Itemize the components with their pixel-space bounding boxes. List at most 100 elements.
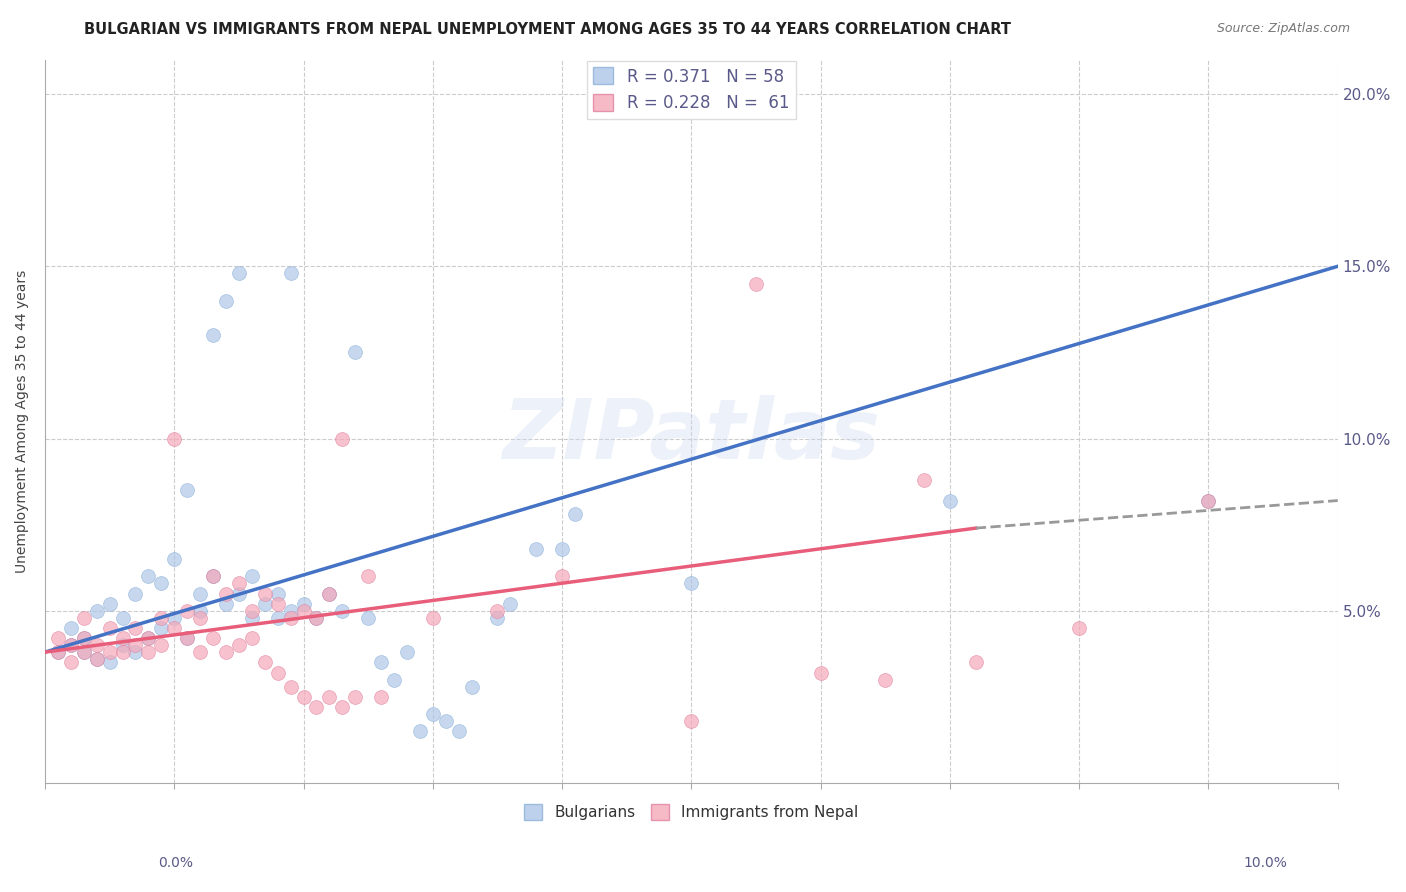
Point: [253, 586, 276, 600]
Point: [240, 569, 263, 583]
Point: [176, 604, 198, 618]
Point: [240, 604, 263, 618]
Point: [330, 604, 353, 618]
Point: [1198, 493, 1220, 508]
Point: [202, 569, 225, 583]
Point: [240, 610, 263, 624]
Point: [228, 638, 250, 652]
Point: [188, 604, 211, 618]
Legend: Bulgarians, Immigrants from Nepal: Bulgarians, Immigrants from Nepal: [517, 797, 865, 826]
Point: [228, 266, 250, 280]
Point: [215, 586, 238, 600]
Point: [188, 610, 211, 624]
Point: [499, 597, 522, 611]
Point: [188, 586, 211, 600]
Point: [745, 277, 768, 291]
Point: [86, 604, 108, 618]
Point: [46, 632, 69, 646]
Point: [73, 632, 96, 646]
Point: [150, 610, 173, 624]
Point: [124, 586, 146, 600]
Point: [176, 632, 198, 646]
Point: [253, 597, 276, 611]
Point: [98, 621, 121, 635]
Point: [434, 714, 457, 728]
Point: [59, 656, 82, 670]
Point: [912, 473, 935, 487]
Point: [551, 541, 574, 556]
Point: [124, 638, 146, 652]
Point: [318, 586, 340, 600]
Point: [551, 569, 574, 583]
Point: [305, 610, 328, 624]
Point: [395, 645, 418, 659]
Text: 0.0%: 0.0%: [159, 855, 193, 870]
Point: [138, 632, 160, 646]
Point: [524, 541, 547, 556]
Point: [330, 432, 353, 446]
Point: [422, 610, 444, 624]
Point: [124, 645, 146, 659]
Point: [305, 610, 328, 624]
Point: [486, 610, 509, 624]
Point: [98, 645, 121, 659]
Point: [59, 621, 82, 635]
Point: [46, 645, 69, 659]
Point: [138, 645, 160, 659]
Point: [280, 604, 302, 618]
Point: [318, 586, 340, 600]
Point: [240, 632, 263, 646]
Point: [202, 328, 225, 343]
Point: [138, 569, 160, 583]
Point: [1069, 621, 1091, 635]
Point: [124, 621, 146, 635]
Point: [150, 621, 173, 635]
Text: 10.0%: 10.0%: [1243, 855, 1288, 870]
Point: [163, 432, 186, 446]
Text: BULGARIAN VS IMMIGRANTS FROM NEPAL UNEMPLOYMENT AMONG AGES 35 TO 44 YEARS CORREL: BULGARIAN VS IMMIGRANTS FROM NEPAL UNEMP…: [84, 22, 1011, 37]
Point: [564, 508, 586, 522]
Point: [188, 645, 211, 659]
Point: [292, 597, 315, 611]
Point: [163, 552, 186, 566]
Point: [98, 597, 121, 611]
Point: [280, 610, 302, 624]
Point: [382, 673, 405, 687]
Point: [280, 680, 302, 694]
Point: [163, 610, 186, 624]
Point: [681, 576, 703, 591]
Point: [111, 638, 134, 652]
Point: [357, 569, 380, 583]
Point: [59, 638, 82, 652]
Point: [422, 707, 444, 722]
Point: [228, 576, 250, 591]
Point: [215, 293, 238, 308]
Point: [202, 632, 225, 646]
Point: [280, 266, 302, 280]
Point: [150, 576, 173, 591]
Text: ZIPatlas: ZIPatlas: [502, 395, 880, 476]
Point: [176, 483, 198, 498]
Point: [163, 621, 186, 635]
Point: [86, 638, 108, 652]
Point: [330, 700, 353, 714]
Point: [73, 610, 96, 624]
Point: [73, 645, 96, 659]
Point: [176, 632, 198, 646]
Point: [266, 586, 288, 600]
Point: [228, 586, 250, 600]
Point: [86, 652, 108, 666]
Point: [681, 714, 703, 728]
Point: [215, 645, 238, 659]
Point: [875, 673, 897, 687]
Point: [111, 610, 134, 624]
Point: [1198, 493, 1220, 508]
Point: [266, 610, 288, 624]
Point: [86, 652, 108, 666]
Point: [305, 700, 328, 714]
Point: [939, 493, 962, 508]
Point: [357, 610, 380, 624]
Point: [370, 690, 392, 704]
Point: [150, 638, 173, 652]
Point: [111, 632, 134, 646]
